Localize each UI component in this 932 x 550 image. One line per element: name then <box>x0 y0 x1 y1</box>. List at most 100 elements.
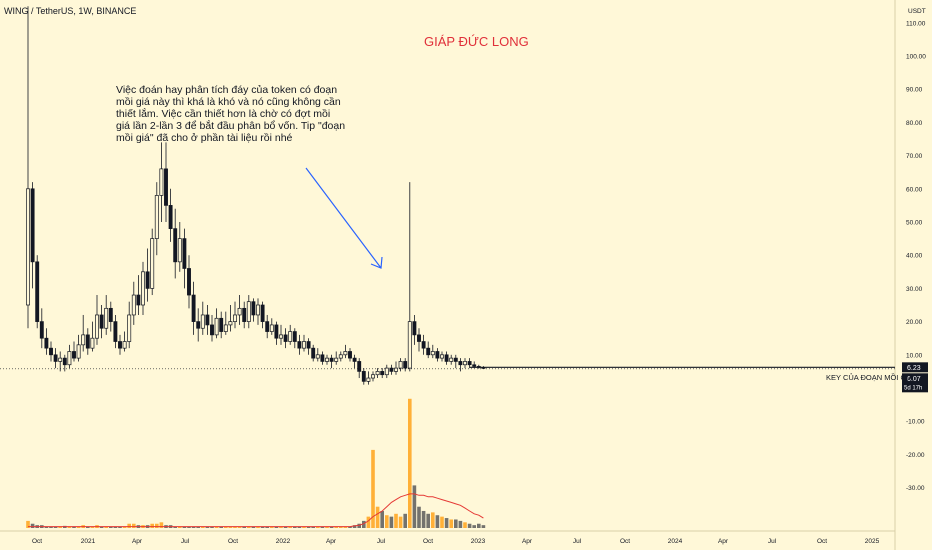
candle-body[interactable] <box>122 341 127 349</box>
candle-body[interactable] <box>357 361 362 372</box>
candle-body[interactable] <box>302 341 306 349</box>
candle-body[interactable] <box>366 377 371 382</box>
candle-body[interactable] <box>35 261 40 322</box>
candle-body[interactable] <box>426 347 431 356</box>
candle-body[interactable] <box>334 357 339 362</box>
candle-body[interactable] <box>191 294 196 322</box>
candle-body[interactable] <box>343 351 348 356</box>
candle-body[interactable] <box>223 324 228 332</box>
candle-body[interactable] <box>76 344 81 359</box>
candle-body[interactable] <box>380 371 385 376</box>
candle-body[interactable] <box>463 361 467 366</box>
candle-body[interactable] <box>44 337 49 349</box>
candle-body[interactable] <box>90 337 95 349</box>
candle-body[interactable] <box>219 317 224 332</box>
candle-body[interactable] <box>435 351 440 359</box>
candle-body[interactable] <box>306 341 311 349</box>
candle-body[interactable] <box>72 351 76 359</box>
candle-body[interactable] <box>269 324 274 332</box>
candle-body[interactable] <box>449 357 454 362</box>
candle-body[interactable] <box>320 354 325 362</box>
candle-body[interactable] <box>173 228 178 263</box>
candle-body[interactable] <box>283 334 288 342</box>
candle-body[interactable] <box>481 367 486 369</box>
arrow-line[interactable] <box>305 167 382 269</box>
candle-body[interactable] <box>141 271 145 306</box>
candle-body[interactable] <box>85 334 90 349</box>
candle-body[interactable] <box>329 357 334 362</box>
candle-body[interactable] <box>444 354 449 362</box>
candle-body[interactable] <box>467 361 472 366</box>
candle-body[interactable] <box>311 347 316 359</box>
candle-body[interactable] <box>338 354 343 359</box>
candle-body[interactable] <box>279 334 283 339</box>
candle-body[interactable] <box>246 301 251 322</box>
candle-body[interactable] <box>325 357 329 362</box>
candle-body[interactable] <box>398 361 403 369</box>
candle-body[interactable] <box>242 307 247 322</box>
candle-body[interactable] <box>430 351 435 356</box>
candle-body[interactable] <box>237 307 242 316</box>
candle-body[interactable] <box>375 371 380 376</box>
candle-body[interactable] <box>168 205 173 229</box>
candle-body[interactable] <box>389 367 394 372</box>
annotation-text[interactable]: Việc đoán hay phân tích đáy của token có… <box>116 84 346 144</box>
candle-body[interactable] <box>131 294 136 316</box>
candle-body[interactable] <box>315 354 320 359</box>
candle-body[interactable] <box>62 357 67 366</box>
candle-body[interactable] <box>81 334 86 346</box>
candle-body[interactable] <box>108 307 113 322</box>
candle-body[interactable] <box>58 357 63 362</box>
symbol-header[interactable]: WING / TetherUS, 1W, BINANCE <box>4 6 137 16</box>
candle-body[interactable] <box>440 354 444 359</box>
candle-body[interactable] <box>233 314 237 322</box>
candle-body[interactable] <box>352 357 357 362</box>
candle-body[interactable] <box>159 168 164 196</box>
candle-body[interactable] <box>177 238 182 263</box>
candle-body[interactable] <box>384 367 389 376</box>
candle-body[interactable] <box>113 321 118 342</box>
candle-body[interactable] <box>458 361 463 366</box>
candle-body[interactable] <box>99 314 104 329</box>
candle-body[interactable] <box>196 321 201 329</box>
candle-body[interactable] <box>187 268 191 296</box>
candle-body[interactable] <box>421 341 426 349</box>
candle-body[interactable] <box>154 195 159 239</box>
candle-body[interactable] <box>371 374 375 379</box>
candle-body[interactable] <box>205 314 210 326</box>
candle-body[interactable] <box>251 301 256 316</box>
candle-body[interactable] <box>292 331 297 342</box>
candle-body[interactable] <box>453 357 458 362</box>
candle-body[interactable] <box>361 371 366 382</box>
candle-body[interactable] <box>407 321 412 369</box>
candle-body[interactable] <box>476 366 481 368</box>
candle-body[interactable] <box>67 351 72 366</box>
candle-body[interactable] <box>26 188 30 306</box>
candle-body[interactable] <box>412 321 417 336</box>
candle-body[interactable] <box>265 321 270 332</box>
candle-body[interactable] <box>118 341 122 349</box>
candle-body[interactable] <box>49 347 53 356</box>
candle-body[interactable] <box>30 188 35 263</box>
candle-body[interactable] <box>104 307 109 329</box>
candle-body[interactable] <box>288 331 293 342</box>
candle-body[interactable] <box>95 314 99 339</box>
candle-body[interactable] <box>214 317 219 336</box>
candle-body[interactable] <box>348 351 352 359</box>
candle-body[interactable] <box>274 324 279 339</box>
candle-body[interactable] <box>39 321 44 339</box>
candle-body[interactable] <box>394 367 398 372</box>
candle-body[interactable] <box>127 314 132 342</box>
candle-body[interactable] <box>417 334 421 342</box>
candle-body[interactable] <box>228 321 233 326</box>
candle-body[interactable] <box>136 294 141 306</box>
candle-body[interactable] <box>403 361 408 369</box>
candle-body[interactable] <box>256 304 260 316</box>
candle-body[interactable] <box>150 238 155 289</box>
candle-body[interactable] <box>164 168 168 206</box>
candle-body[interactable] <box>200 314 205 329</box>
candle-body[interactable] <box>145 271 150 289</box>
candle-body[interactable] <box>53 354 58 362</box>
candle-body[interactable] <box>210 324 214 336</box>
candle-body[interactable] <box>472 364 477 367</box>
